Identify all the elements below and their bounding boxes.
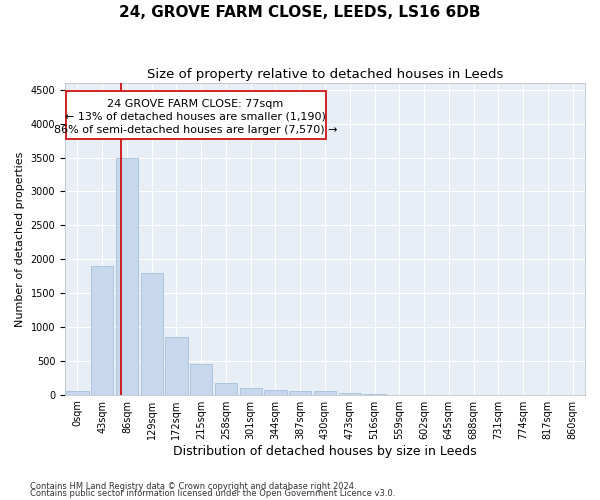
Text: 86% of semi-detached houses are larger (7,570) →: 86% of semi-detached houses are larger (… <box>54 125 337 135</box>
Bar <box>65 90 326 138</box>
Text: 24, GROVE FARM CLOSE, LEEDS, LS16 6DB: 24, GROVE FARM CLOSE, LEEDS, LS16 6DB <box>119 5 481 20</box>
Bar <box>91 266 113 394</box>
Bar <box>166 337 188 394</box>
Text: Contains HM Land Registry data © Crown copyright and database right 2024.: Contains HM Land Registry data © Crown c… <box>30 482 356 491</box>
Bar <box>265 390 287 394</box>
Text: Contains public sector information licensed under the Open Government Licence v3: Contains public sector information licen… <box>30 490 395 498</box>
Bar <box>140 273 163 394</box>
Bar <box>239 388 262 394</box>
Bar <box>314 392 336 394</box>
Bar <box>66 392 89 394</box>
Bar <box>116 158 138 394</box>
X-axis label: Distribution of detached houses by size in Leeds: Distribution of detached houses by size … <box>173 444 477 458</box>
Text: ← 13% of detached houses are smaller (1,190): ← 13% of detached houses are smaller (1,… <box>65 112 326 122</box>
Bar <box>289 392 311 394</box>
Bar <box>190 364 212 394</box>
Text: 24 GROVE FARM CLOSE: 77sqm: 24 GROVE FARM CLOSE: 77sqm <box>107 99 284 109</box>
Y-axis label: Number of detached properties: Number of detached properties <box>15 151 25 326</box>
Bar <box>215 383 237 394</box>
Title: Size of property relative to detached houses in Leeds: Size of property relative to detached ho… <box>147 68 503 80</box>
